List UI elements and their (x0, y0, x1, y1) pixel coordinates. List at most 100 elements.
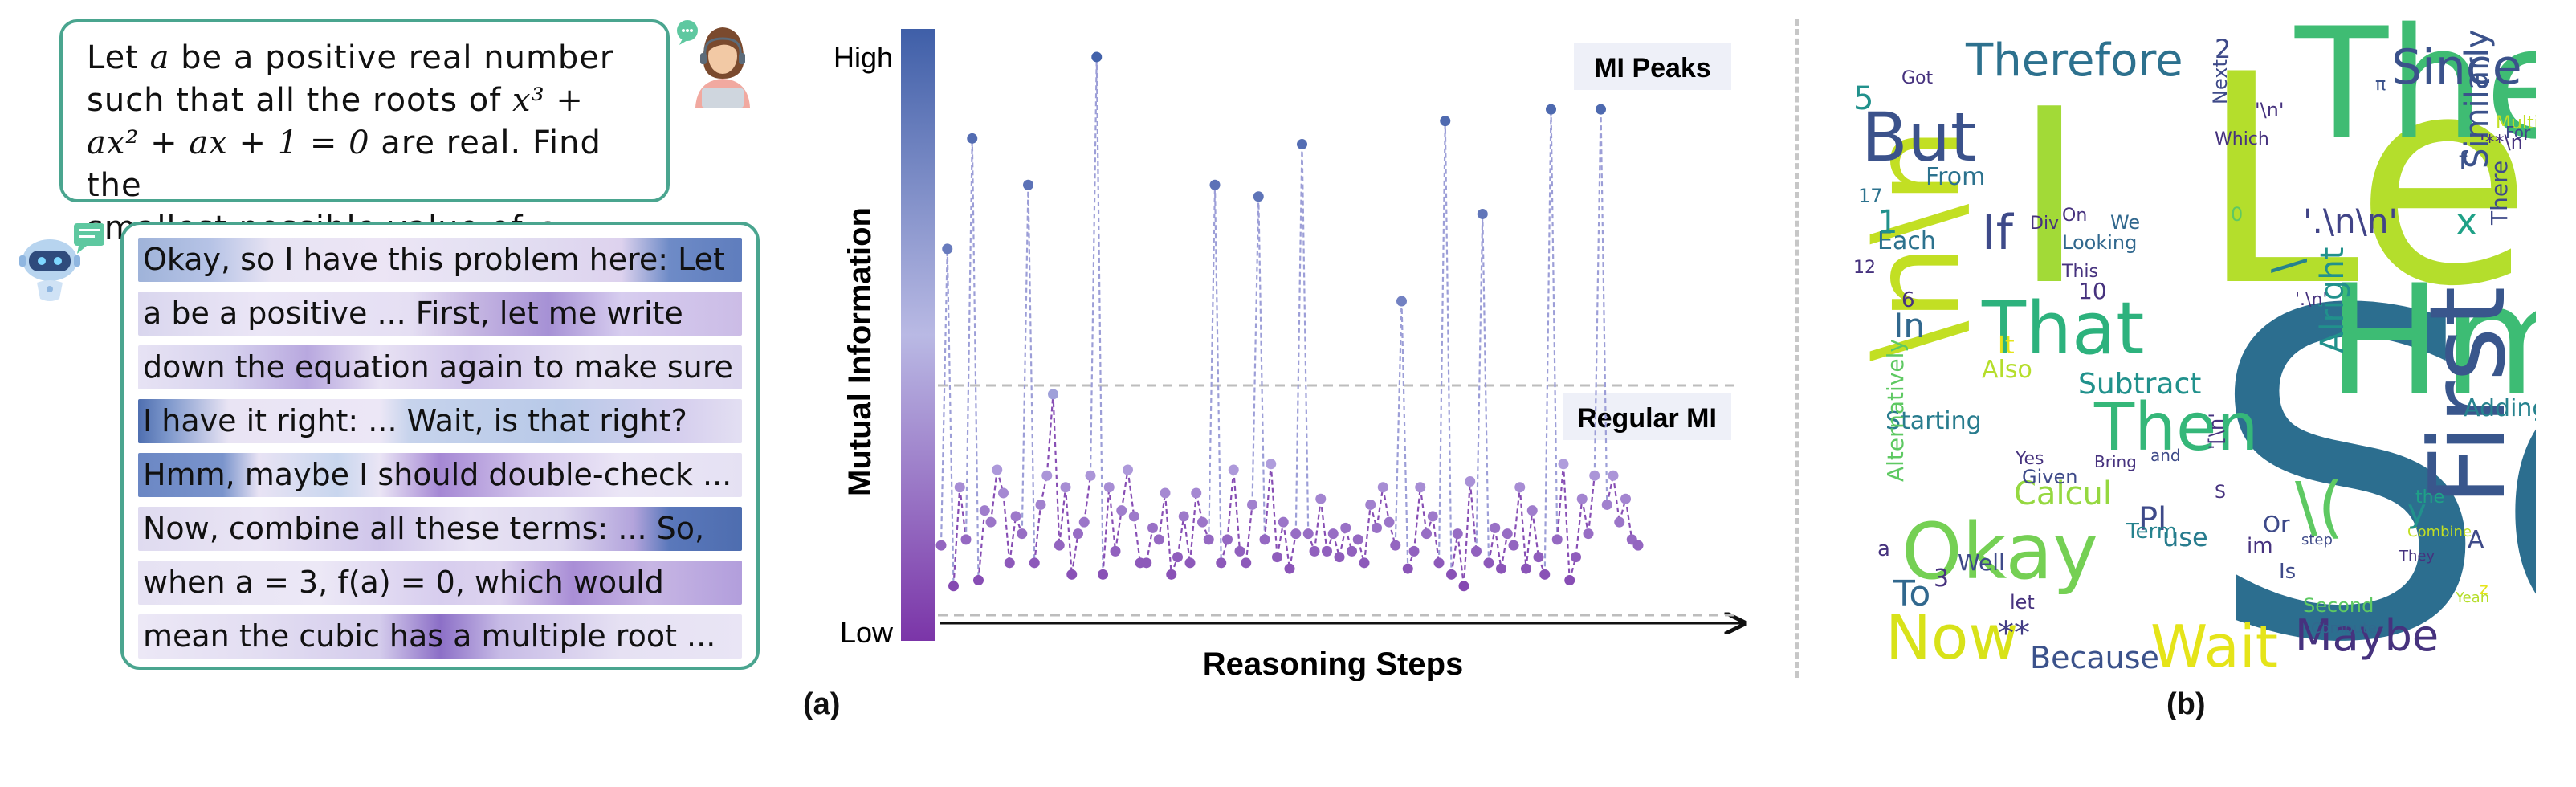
word-cloud-word: Compute (2311, 620, 2377, 637)
data-point (1440, 116, 1451, 127)
word-cloud-word: A (2468, 526, 2484, 554)
data-point (1415, 482, 1426, 493)
data-point (1184, 557, 1196, 569)
series-segment (959, 487, 968, 540)
data-point (1471, 545, 1482, 557)
data-point (1209, 179, 1221, 190)
series-segment (989, 469, 998, 523)
series-segment (1064, 487, 1073, 575)
data-point (1247, 499, 1257, 510)
series-segment (1263, 463, 1272, 540)
series-segment (1437, 120, 1446, 563)
data-point (1023, 179, 1033, 190)
data-point (935, 540, 947, 551)
series-segment (1282, 522, 1291, 569)
word-cloud-word: Also (1982, 356, 2032, 384)
word-cloud-word: Calcul (2014, 475, 2112, 512)
word-cloud-word: '.\n\n' (2303, 202, 2398, 241)
data-point (1384, 516, 1395, 528)
series-segment (1462, 481, 1471, 586)
series-segment (1487, 528, 1496, 564)
series-segment (1525, 510, 1534, 569)
series-segment (1382, 487, 1391, 523)
data-point (948, 581, 959, 592)
word-cloud-word: They (2399, 548, 2435, 565)
x-axis-label: Reasoning Steps (1203, 646, 1464, 681)
series-segment (1319, 499, 1328, 552)
word-cloud-word: '.\n' (2295, 290, 2327, 310)
series-segment (1033, 504, 1042, 563)
series-segment (1021, 185, 1029, 534)
word-cloud-word: Yeah (2455, 589, 2489, 606)
word-cloud-word: z (2480, 579, 2488, 598)
data-point (1433, 557, 1445, 569)
word-cloud-word: To (1893, 573, 1930, 614)
word-cloud-word: The (2294, 16, 2536, 173)
data-point (1290, 528, 1302, 540)
word-cloud-word: For (2505, 123, 2531, 142)
data-point (1110, 545, 1121, 557)
data-point (1141, 557, 1152, 569)
word-cloud-word: Second (2303, 594, 2374, 617)
word-cloud-word: S (2215, 483, 2226, 503)
series-segment (1301, 144, 1310, 534)
data-point (1203, 534, 1214, 545)
word-cloud-word: Bring (2094, 452, 2137, 471)
data-point (1297, 139, 1307, 150)
word-cloud-word: \n\n (1847, 128, 1987, 361)
series-segment (1587, 475, 1596, 534)
data-point (1396, 296, 1407, 307)
series-segment (1127, 469, 1135, 517)
data-point (1128, 511, 1139, 522)
series-segment (971, 138, 980, 581)
data-point (1340, 522, 1351, 533)
data-point (1103, 482, 1115, 493)
data-point (1620, 493, 1631, 504)
data-point (1147, 522, 1158, 533)
peaks-label: MI Peaks (1594, 53, 1711, 84)
data-point (1372, 522, 1382, 533)
word-cloud-word: \ (2263, 258, 2313, 273)
data-point (1066, 569, 1078, 580)
word-cloud-word: 6 (1901, 288, 1915, 312)
word-cloud-word: Okay (1901, 507, 2098, 597)
word-cloud-word: On (2062, 206, 2087, 226)
data-point (1496, 563, 1506, 574)
word-cloud-word: π (2375, 75, 2386, 95)
data-point (992, 464, 1003, 475)
data-point (1596, 104, 1606, 115)
data-point (1334, 552, 1345, 563)
series-segment (1581, 499, 1590, 534)
word-cloud-word: It (1998, 332, 2015, 360)
data-point (1564, 575, 1575, 586)
data-point (1390, 540, 1401, 551)
data-point (1284, 563, 1295, 574)
panel-divider (1795, 19, 1799, 678)
data-point (1048, 389, 1058, 400)
data-point (1452, 528, 1463, 540)
answer-line: mean the cubic has a multiple root ... (138, 614, 742, 659)
data-point (1614, 516, 1625, 528)
data-point (1041, 470, 1053, 481)
data-point (1458, 581, 1469, 592)
word-cloud-word: the (2415, 487, 2444, 508)
series-segment (1624, 499, 1633, 540)
series-segment (1009, 516, 1017, 563)
data-point (1309, 545, 1320, 557)
series-segment (1363, 504, 1372, 563)
series-segment (1313, 499, 1322, 552)
data-point (1483, 557, 1494, 569)
series-segment (1276, 521, 1285, 557)
question-math-3: ax² + ax + 1 = 0 (87, 124, 370, 161)
word-cloud-word: 12 (1853, 258, 1876, 278)
series-segment (1270, 463, 1278, 557)
data-point (998, 487, 1009, 499)
series-segment (1213, 185, 1222, 563)
data-point (1017, 528, 1028, 540)
question-math-2: x³ + (512, 82, 584, 119)
word-cloud-word: y (2407, 493, 2427, 530)
series-segment (1208, 185, 1217, 540)
data-point (1546, 104, 1556, 115)
word-cloud-word: '\n' (2255, 99, 2285, 121)
series-segment (1226, 469, 1235, 540)
